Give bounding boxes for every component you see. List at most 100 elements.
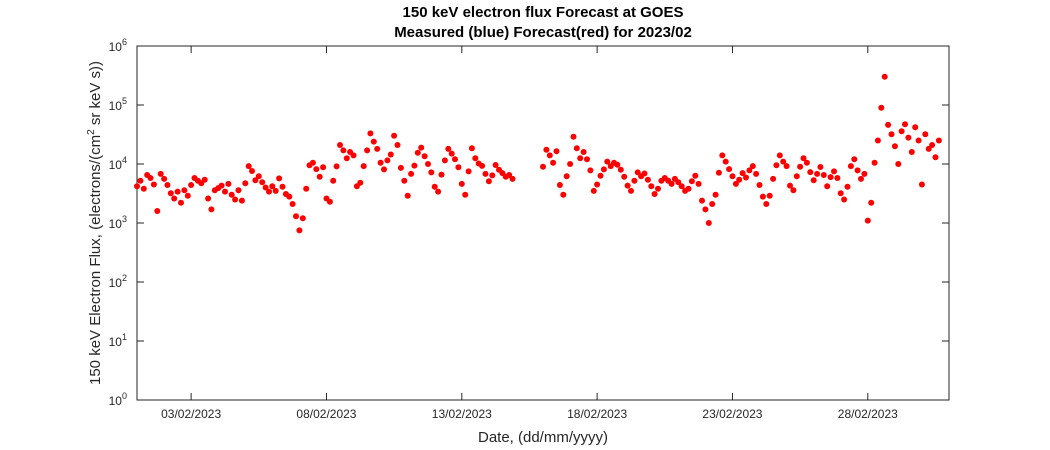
data-point <box>715 169 722 176</box>
data-point <box>790 187 797 194</box>
data-point <box>759 193 766 200</box>
x-tick-label: 13/02/2023 <box>432 407 492 421</box>
data-point <box>184 192 191 199</box>
data-point <box>719 152 726 159</box>
data-point <box>912 124 919 131</box>
data-point <box>296 227 303 234</box>
data-point <box>678 183 685 190</box>
data-point <box>614 161 621 168</box>
data-point <box>249 168 255 174</box>
y-tick-label: 102 <box>109 273 127 290</box>
x-tick-label: 18/02/2023 <box>567 407 627 421</box>
data-point <box>814 170 821 177</box>
y-axis-label: 150 keV Electron Flux, (electrons/(cm2 s… <box>86 61 104 385</box>
data-point <box>604 158 611 165</box>
data-point <box>580 149 587 155</box>
data-point <box>685 185 692 192</box>
data-point <box>171 195 178 202</box>
data-point <box>154 208 161 214</box>
data-point <box>749 163 756 170</box>
data-point <box>225 180 232 187</box>
data-point <box>431 183 438 190</box>
data-point <box>628 187 634 194</box>
data-point <box>401 177 408 184</box>
data-point <box>905 134 912 141</box>
x-tick-label: 08/02/2023 <box>296 407 356 421</box>
data-point <box>776 152 783 159</box>
data-point <box>837 190 844 197</box>
data-point <box>935 137 942 144</box>
data-point <box>844 183 851 190</box>
data-point <box>817 164 824 170</box>
data-point <box>161 175 168 182</box>
data-point <box>350 152 357 159</box>
data-point <box>286 193 293 200</box>
data-point <box>753 170 760 177</box>
y-tick-label: 106 <box>109 37 127 54</box>
data-point <box>584 156 590 163</box>
data-point <box>381 166 387 173</box>
data-point <box>276 175 283 182</box>
data-point <box>577 155 584 162</box>
data-point <box>435 188 442 195</box>
data-point <box>797 163 804 170</box>
y-tick-label: 100 <box>109 391 127 408</box>
data-point <box>885 121 892 128</box>
data-point <box>485 178 492 185</box>
data-point <box>245 163 252 170</box>
x-tick-label: 23/02/2023 <box>702 407 762 421</box>
data-point <box>841 196 848 203</box>
data-point <box>201 176 208 183</box>
data-point <box>587 167 594 174</box>
data-point <box>374 145 381 152</box>
data-point <box>546 152 553 159</box>
data-point <box>820 172 827 178</box>
data-point <box>150 181 157 188</box>
data-point <box>370 138 377 145</box>
x-tick-label: 28/02/2023 <box>838 407 898 421</box>
data-point <box>902 121 908 128</box>
data-point <box>313 166 320 173</box>
data-point <box>205 195 212 202</box>
data-point <box>793 173 800 180</box>
chart-title: 150 keV electron flux Forecast at GOES <box>403 4 684 21</box>
data-point <box>898 128 905 135</box>
data-point <box>878 104 885 111</box>
data-point <box>851 156 858 163</box>
data-point <box>925 145 932 152</box>
data-point <box>242 180 249 187</box>
chart-subtitle: Measured (blue) Forecast(red) for 2023/0… <box>394 24 692 41</box>
data-point <box>384 157 391 164</box>
data-point <box>320 164 327 171</box>
data-point <box>675 179 682 186</box>
data-point <box>367 130 374 137</box>
data-point <box>570 133 577 140</box>
data-point <box>770 175 777 182</box>
data-point <box>847 163 854 170</box>
data-point <box>932 154 939 161</box>
data-point <box>695 180 702 187</box>
data-point <box>164 182 171 188</box>
data-point <box>810 177 817 184</box>
data-point <box>736 176 743 183</box>
data-point <box>929 142 936 148</box>
data-point <box>452 156 458 163</box>
data-point <box>881 73 888 80</box>
data-point <box>827 174 834 181</box>
data-point <box>482 170 489 177</box>
data-point <box>364 147 371 154</box>
data-point <box>655 185 661 192</box>
data-point <box>167 190 174 197</box>
data-point <box>553 148 560 155</box>
data-point <box>573 145 580 152</box>
data-point <box>567 161 574 167</box>
data-point <box>489 172 496 179</box>
y-tick-label: 101 <box>109 332 127 349</box>
data-point <box>668 180 675 187</box>
data-point <box>858 175 864 182</box>
data-point <box>428 169 435 176</box>
data-point <box>468 145 475 152</box>
data-point <box>651 191 658 197</box>
data-point <box>600 166 607 173</box>
